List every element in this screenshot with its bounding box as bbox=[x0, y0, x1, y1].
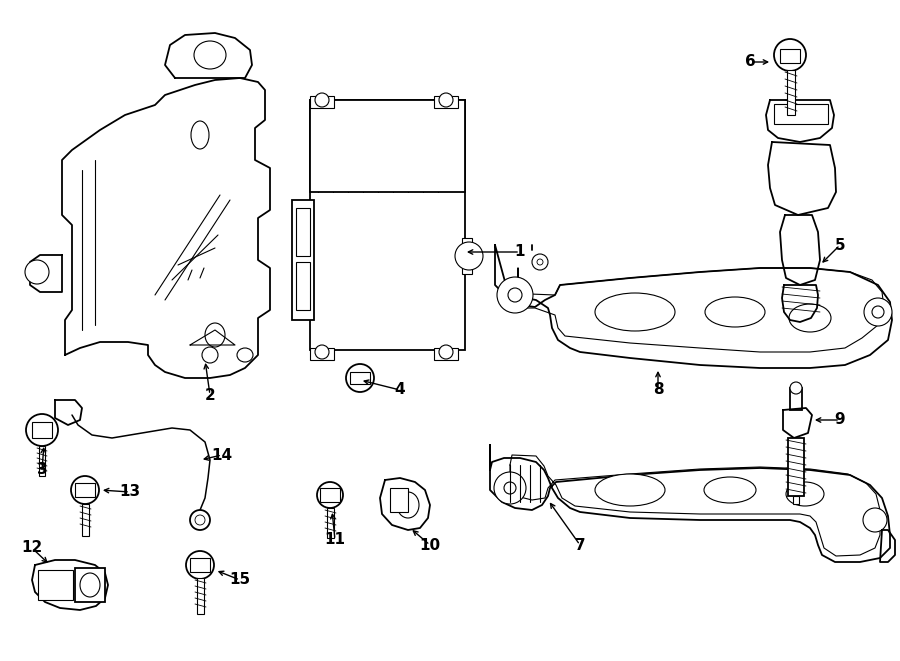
Text: 10: 10 bbox=[419, 537, 441, 553]
Text: 2: 2 bbox=[204, 387, 215, 403]
Ellipse shape bbox=[786, 482, 824, 506]
Text: 9: 9 bbox=[834, 412, 845, 428]
Bar bbox=[793, 496, 799, 504]
Circle shape bbox=[190, 510, 210, 530]
Bar bbox=[462, 238, 472, 274]
Ellipse shape bbox=[704, 477, 756, 503]
Bar bbox=[296, 208, 310, 256]
Bar bbox=[434, 96, 458, 108]
Bar bbox=[320, 488, 340, 502]
Ellipse shape bbox=[397, 492, 419, 518]
Text: 15: 15 bbox=[230, 572, 250, 588]
Text: 8: 8 bbox=[652, 383, 663, 397]
Circle shape bbox=[26, 414, 58, 446]
Ellipse shape bbox=[595, 293, 675, 331]
Text: 5: 5 bbox=[834, 237, 845, 253]
Text: 11: 11 bbox=[325, 533, 346, 547]
Bar bbox=[788, 438, 804, 496]
Bar bbox=[390, 488, 408, 512]
Circle shape bbox=[25, 260, 49, 284]
Circle shape bbox=[317, 482, 343, 508]
Circle shape bbox=[439, 345, 453, 359]
Bar bbox=[310, 100, 465, 192]
Circle shape bbox=[346, 364, 374, 392]
Ellipse shape bbox=[205, 323, 225, 347]
Circle shape bbox=[864, 298, 892, 326]
Bar bbox=[75, 568, 105, 602]
Bar bbox=[82, 504, 89, 536]
Bar bbox=[780, 49, 800, 63]
Circle shape bbox=[315, 93, 329, 107]
Text: 6: 6 bbox=[744, 54, 755, 69]
Circle shape bbox=[872, 306, 884, 318]
Text: 12: 12 bbox=[22, 541, 42, 555]
Bar bbox=[774, 104, 828, 124]
Ellipse shape bbox=[705, 297, 765, 327]
Ellipse shape bbox=[194, 41, 226, 69]
Bar bbox=[310, 348, 334, 360]
Bar bbox=[75, 483, 95, 497]
Circle shape bbox=[504, 482, 516, 494]
Bar bbox=[39, 446, 45, 476]
Text: 7: 7 bbox=[575, 537, 585, 553]
Bar bbox=[197, 578, 204, 614]
Bar bbox=[310, 96, 334, 108]
Circle shape bbox=[497, 277, 533, 313]
Bar bbox=[350, 372, 370, 384]
Ellipse shape bbox=[191, 121, 209, 149]
Ellipse shape bbox=[80, 573, 100, 597]
Text: 1: 1 bbox=[515, 245, 526, 260]
Circle shape bbox=[863, 508, 887, 532]
Circle shape bbox=[195, 515, 205, 525]
Ellipse shape bbox=[789, 304, 831, 332]
Circle shape bbox=[790, 382, 802, 394]
Bar bbox=[434, 348, 458, 360]
Bar bbox=[790, 388, 802, 410]
Text: 3: 3 bbox=[37, 463, 48, 477]
Ellipse shape bbox=[237, 348, 253, 362]
Ellipse shape bbox=[595, 474, 665, 506]
Bar bbox=[787, 70, 795, 115]
Circle shape bbox=[537, 259, 543, 265]
Circle shape bbox=[186, 551, 214, 579]
Text: 14: 14 bbox=[212, 447, 232, 463]
Bar bbox=[310, 100, 465, 350]
Circle shape bbox=[315, 345, 329, 359]
Circle shape bbox=[455, 242, 483, 270]
Bar bbox=[190, 558, 210, 572]
Bar bbox=[296, 262, 310, 310]
Text: 4: 4 bbox=[395, 383, 405, 397]
Bar bbox=[327, 508, 334, 538]
Circle shape bbox=[494, 472, 526, 504]
Circle shape bbox=[202, 347, 218, 363]
Circle shape bbox=[532, 254, 548, 270]
Bar bbox=[292, 200, 314, 320]
Circle shape bbox=[508, 288, 522, 302]
Text: 13: 13 bbox=[120, 485, 140, 500]
Circle shape bbox=[71, 476, 99, 504]
Bar bbox=[32, 422, 52, 438]
Circle shape bbox=[439, 93, 453, 107]
Bar bbox=[38, 570, 73, 600]
Circle shape bbox=[774, 39, 806, 71]
